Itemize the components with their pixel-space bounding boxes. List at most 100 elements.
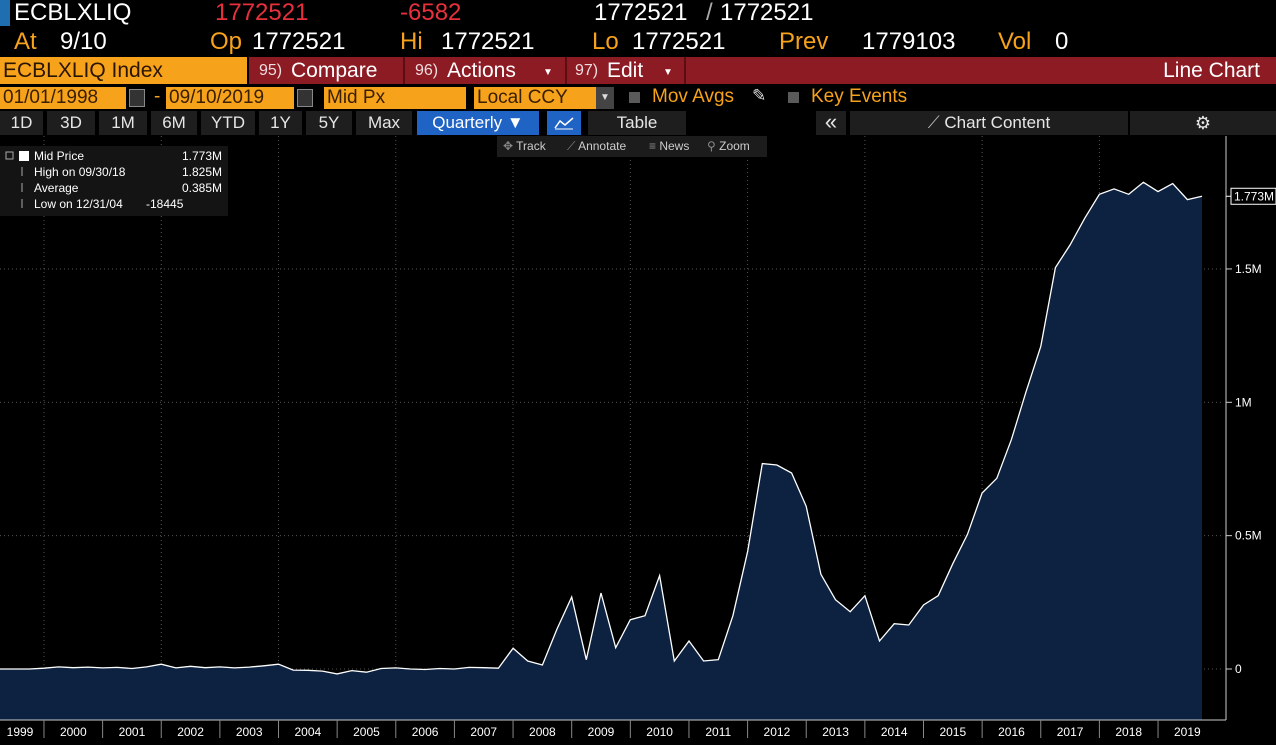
- dropdown-arrow: ▼: [543, 67, 553, 78]
- chart-toolbar: ✥ Track ⟋ Annotate ≡ News ⚲ Zoom: [497, 136, 767, 157]
- line: [0, 181, 1203, 675]
- y-tick-label: 0: [1235, 662, 1242, 676]
- x-tick-label: 2011: [705, 725, 731, 739]
- tool-icon: ⟋: [567, 139, 579, 153]
- table-button[interactable]: Table: [588, 111, 686, 135]
- period-button[interactable]: 6M: [151, 111, 197, 135]
- x-tick-label: 2007: [470, 725, 497, 739]
- dropdown-arrow[interactable]: ▼: [596, 87, 614, 109]
- tool-label: Annotate: [578, 139, 627, 153]
- calendar-icon[interactable]: [297, 89, 313, 107]
- actions-button[interactable]: 96) Actions ▼: [403, 57, 565, 84]
- y-tick-label: 1.5M: [1235, 262, 1262, 276]
- area: [0, 182, 1203, 721]
- menu-number: 96): [415, 62, 439, 79]
- period-button[interactable]: 1M: [99, 111, 147, 135]
- x-tick-label: 2008: [529, 725, 556, 739]
- x-tick-label: 2003: [236, 725, 263, 739]
- chart-content-button[interactable]: ⟋ Chart Content: [850, 111, 1128, 135]
- collapse-button[interactable]: «: [816, 111, 846, 135]
- value: 1779103: [862, 28, 956, 55]
- currency-field[interactable]: Local CCY: [474, 87, 596, 109]
- x-tick-label: 2013: [822, 725, 849, 739]
- period-button[interactable]: 5Y: [306, 111, 352, 135]
- legend-label: Low on 12/31/04: [34, 197, 123, 211]
- security-field[interactable]: ECBLXLIQ Index: [0, 57, 247, 84]
- period-button[interactable]: 3D: [47, 111, 95, 135]
- checkbox[interactable]: [788, 92, 799, 103]
- label: Lo: [592, 28, 619, 55]
- ask: 1772521: [720, 0, 814, 26]
- bid: 1772521: [594, 0, 688, 26]
- chart-tool[interactable]: ⚲ Zoom: [707, 139, 750, 153]
- menu-number: 97): [575, 62, 599, 79]
- menu-label: Compare: [291, 59, 378, 82]
- x-tick-label: 1999: [7, 725, 34, 739]
- tool-icon: ≡: [649, 139, 660, 153]
- x-tick-label: 2014: [881, 725, 908, 739]
- compare-button[interactable]: 95) Compare: [249, 57, 401, 84]
- line-chart-icon[interactable]: [547, 111, 581, 135]
- tool-label: Track: [516, 139, 546, 153]
- y-tick-label: 1M: [1235, 395, 1252, 409]
- x-tick-label: 2004: [294, 725, 321, 739]
- axis-background: [1226, 136, 1276, 720]
- chart-tool[interactable]: ✥ Track: [503, 139, 546, 153]
- tool-label: Zoom: [719, 139, 750, 153]
- legend-label: Mid Price: [34, 149, 84, 163]
- value: 9/10: [60, 28, 107, 55]
- value: 1772521: [441, 28, 535, 55]
- mov-avgs-label: Mov Avgs: [652, 86, 735, 107]
- x-tick-label: 2016: [998, 725, 1025, 739]
- security: ECBLXLIQ Index: [3, 59, 163, 82]
- x-tick-label: 2010: [646, 725, 673, 739]
- price-field[interactable]: Mid Px: [324, 87, 466, 109]
- legend-label: Average: [34, 181, 79, 195]
- edit-button[interactable]: 97) Edit ▼: [565, 57, 686, 84]
- legend-value: 0.385M: [182, 181, 222, 195]
- period-button[interactable]: Max: [356, 111, 412, 135]
- legend-value: 1.773M: [182, 149, 222, 163]
- legend-value: -18445: [146, 197, 184, 211]
- value: 1772521: [252, 28, 346, 55]
- last-price: 1772521: [215, 0, 309, 26]
- x-tick-label: 2017: [1057, 725, 1084, 739]
- ticker: ECBLXLIQ: [14, 0, 132, 26]
- label: Hi: [400, 28, 423, 55]
- legend-collapse: [5, 151, 14, 160]
- menu-number: 95): [259, 62, 283, 79]
- dropdown-arrow: ▼: [663, 67, 673, 78]
- period-button[interactable]: 1Y: [259, 111, 302, 135]
- tool-icon: ⚲: [707, 139, 720, 153]
- end-date[interactable]: 09/10/2019: [166, 87, 294, 109]
- key-events-label: Key Events: [811, 86, 908, 107]
- value: 0: [1055, 28, 1069, 55]
- separator: /: [706, 0, 713, 26]
- pencil-icon[interactable]: ✎: [752, 86, 767, 105]
- x-tick-label: 2018: [1115, 725, 1142, 739]
- frequency: Quarterly: [432, 113, 503, 132]
- settings-button[interactable]: ⚙: [1130, 111, 1276, 135]
- chart-tool[interactable]: ≡ News: [649, 139, 689, 153]
- period-button[interactable]: 1D: [0, 111, 43, 135]
- x-tick-label: 2001: [119, 725, 146, 739]
- label: At: [14, 28, 37, 55]
- menu-bar: [249, 57, 1276, 84]
- last-value-box: [1230, 187, 1276, 205]
- checkbox[interactable]: [629, 92, 640, 103]
- period-button[interactable]: YTD: [201, 111, 255, 135]
- menu-label: Edit: [607, 59, 644, 82]
- chart-tool[interactable]: ⟋ Annotate: [567, 139, 626, 154]
- menu-label: Actions: [447, 59, 516, 82]
- frequency-button[interactable]: Quarterly ▼: [417, 111, 539, 135]
- legend-background: [0, 146, 228, 216]
- chart-content: Chart Content: [944, 113, 1051, 132]
- legend-label: High on 09/30/18: [34, 165, 126, 179]
- legend-value: 1.825M: [182, 165, 222, 179]
- x-tick-label: 2009: [588, 725, 615, 739]
- label: Op: [210, 28, 243, 55]
- calendar-icon[interactable]: [129, 89, 145, 107]
- start-date[interactable]: 01/01/1998: [0, 87, 126, 109]
- net-change: -6582: [400, 0, 462, 26]
- date-separator: -: [154, 86, 161, 107]
